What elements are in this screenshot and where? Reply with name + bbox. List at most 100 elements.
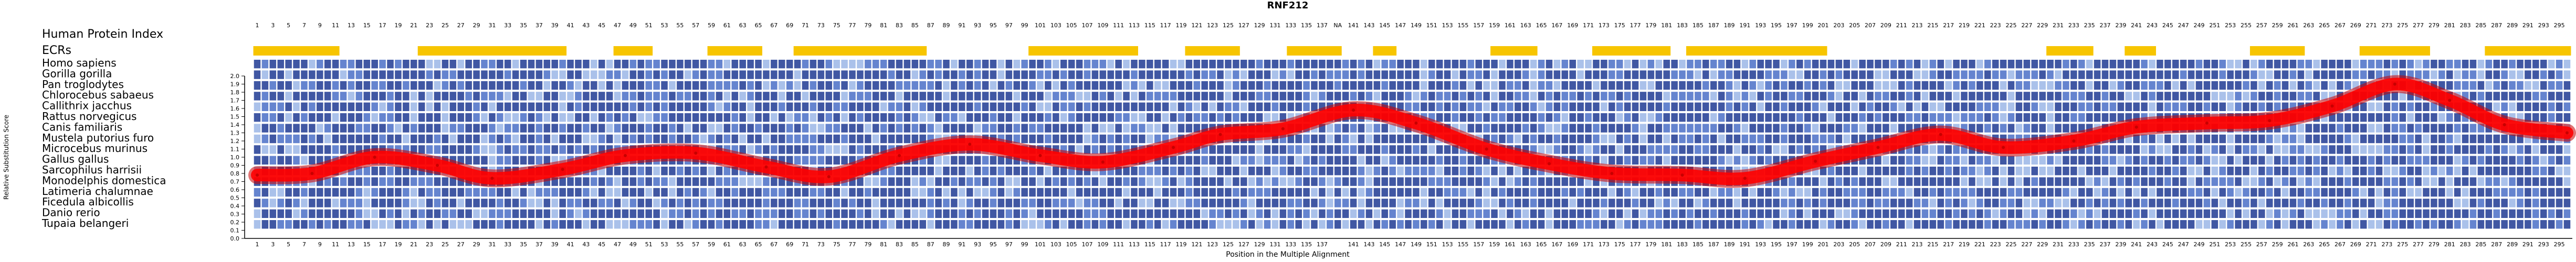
alignment-cell bbox=[1397, 92, 1404, 101]
alignment-cell bbox=[2493, 156, 2500, 165]
alignment-cell bbox=[426, 177, 433, 186]
top-tick-label: 275 bbox=[2397, 22, 2408, 29]
alignment-cell bbox=[1781, 92, 1788, 101]
alignment-cell bbox=[1334, 81, 1341, 90]
alignment-cell bbox=[2477, 220, 2485, 229]
alignment-cell bbox=[1483, 167, 1490, 176]
alignment-cell bbox=[794, 145, 801, 154]
alignment-cell bbox=[606, 220, 613, 229]
alignment-cell bbox=[2133, 199, 2140, 208]
alignment-cell bbox=[1084, 102, 1091, 111]
alignment-cell bbox=[614, 102, 621, 111]
alignment-cell bbox=[1781, 188, 1788, 197]
alignment-cell bbox=[1639, 220, 1647, 229]
alignment-cell bbox=[1170, 124, 1177, 133]
alignment-cell bbox=[1303, 167, 1310, 176]
alignment-cell bbox=[1013, 188, 1021, 197]
alignment-cell bbox=[2078, 156, 2085, 165]
alignment-cell bbox=[2423, 113, 2430, 122]
alignment-cell bbox=[1013, 177, 1021, 186]
alignment-cell bbox=[1553, 60, 1561, 69]
ecr-bar bbox=[1373, 46, 1397, 56]
alignment-cell bbox=[1139, 113, 1145, 122]
alignment-cell bbox=[2070, 60, 2077, 69]
alignment-cell bbox=[254, 92, 261, 101]
alignment-cell bbox=[1499, 124, 1506, 133]
alignment-cell bbox=[614, 167, 621, 176]
alignment-cell bbox=[1389, 188, 1396, 197]
alignment-cell bbox=[473, 124, 480, 133]
alignment-cell bbox=[2023, 220, 2031, 229]
alignment-cell bbox=[2563, 81, 2571, 90]
alignment-cell bbox=[575, 145, 582, 154]
alignment-cell bbox=[1632, 124, 1639, 133]
alignment-cell bbox=[2031, 102, 2038, 111]
alignment-cell bbox=[1969, 60, 1975, 69]
alignment-cell bbox=[817, 113, 825, 122]
alignment-cell bbox=[708, 134, 715, 144]
alignment-cell bbox=[1687, 102, 1694, 111]
alignment-cell bbox=[1467, 209, 1475, 218]
alignment-cell bbox=[293, 113, 300, 122]
alignment-cell bbox=[1867, 70, 1874, 79]
y-tick-label: 0.8 bbox=[230, 170, 240, 177]
alignment-cell bbox=[1287, 167, 1295, 176]
alignment-cell bbox=[2117, 70, 2125, 79]
alignment-cell bbox=[786, 220, 793, 229]
alignment-cell bbox=[1327, 134, 1333, 144]
alignment-cell bbox=[434, 145, 441, 154]
alignment-cell bbox=[1389, 220, 1396, 229]
alignment-cell bbox=[1147, 70, 1153, 79]
alignment-cell bbox=[645, 92, 653, 101]
alignment-cell bbox=[872, 199, 879, 208]
alignment-cell bbox=[614, 199, 621, 208]
alignment-cell bbox=[324, 134, 331, 144]
species-label: Callithrix jacchus bbox=[42, 100, 132, 112]
alignment-cell bbox=[606, 113, 613, 122]
alignment-cell bbox=[1279, 92, 1287, 101]
alignment-cell bbox=[1091, 60, 1099, 69]
alignment-cell bbox=[1515, 124, 1521, 133]
alignment-cell bbox=[2556, 177, 2563, 186]
alignment-cell bbox=[1624, 199, 1631, 208]
alignment-cell bbox=[1851, 134, 1858, 144]
alignment-cell bbox=[355, 113, 363, 122]
alignment-cell bbox=[1162, 209, 1169, 218]
alignment-cell bbox=[473, 188, 480, 197]
alignment-cell bbox=[1076, 124, 1083, 133]
alignment-cell bbox=[700, 220, 707, 229]
alignment-cell bbox=[1867, 209, 1874, 218]
alignment-cell bbox=[2431, 145, 2437, 154]
alignment-cell bbox=[692, 102, 699, 111]
alignment-cell bbox=[990, 113, 997, 122]
alignment-cell bbox=[473, 156, 480, 165]
alignment-cell bbox=[1099, 220, 1107, 229]
alignment-cell bbox=[2227, 199, 2234, 208]
alignment-cell bbox=[1867, 167, 1874, 176]
alignment-cell bbox=[763, 102, 770, 111]
alignment-cell bbox=[1350, 92, 1357, 101]
alignment-cell bbox=[692, 60, 699, 69]
alignment-cell bbox=[2305, 209, 2312, 218]
alignment-cell bbox=[959, 188, 965, 197]
alignment-cell bbox=[2188, 177, 2195, 186]
alignment-cell bbox=[1483, 102, 1490, 111]
alignment-cell bbox=[1530, 209, 1537, 218]
alignment-cell bbox=[817, 92, 825, 101]
alignment-cell bbox=[1381, 177, 1389, 186]
alignment-cell bbox=[2078, 199, 2085, 208]
alignment-cell bbox=[2274, 81, 2281, 90]
alignment-cell bbox=[387, 188, 394, 197]
alignment-cell bbox=[1037, 81, 1044, 90]
alignment-cell bbox=[2188, 156, 2195, 165]
alignment-cell bbox=[817, 199, 825, 208]
alignment-cell bbox=[1616, 81, 1623, 90]
alignment-cell bbox=[2101, 102, 2109, 111]
alignment-cell bbox=[449, 92, 457, 101]
alignment-cell bbox=[888, 113, 895, 122]
alignment-cell bbox=[2525, 92, 2531, 101]
alignment-cell bbox=[2125, 92, 2132, 101]
alignment-cell bbox=[340, 177, 347, 186]
alignment-cell bbox=[809, 220, 817, 229]
alignment-cell bbox=[1053, 60, 1059, 69]
